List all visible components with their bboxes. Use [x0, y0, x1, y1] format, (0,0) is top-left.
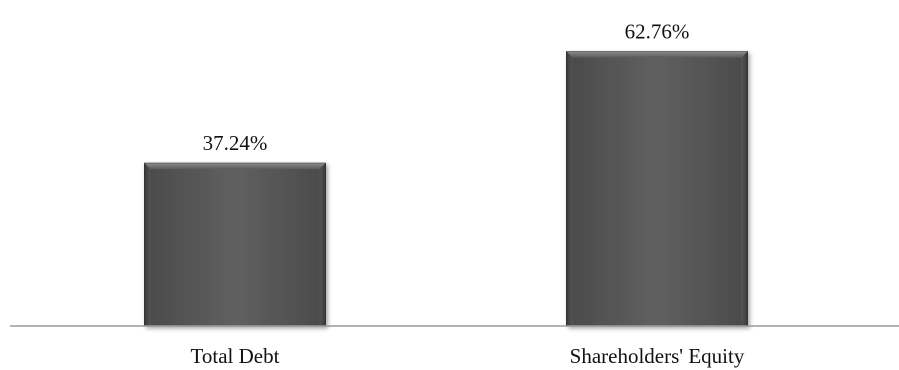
- category-label-2: Shareholders' Equity: [570, 344, 745, 368]
- data-label-2: 62.76%: [625, 20, 690, 44]
- category-label-1: Total Debt: [191, 344, 280, 368]
- bar-bevel-left: [566, 51, 573, 327]
- bar-body: [566, 51, 748, 327]
- bar-bevel-left: [144, 163, 151, 326]
- labels-layer: 37.24% Total Debt 62.76% Shareholders' Equi…: [191, 20, 745, 368]
- bar-2: [566, 51, 748, 327]
- bar-bevel-top: [144, 163, 326, 170]
- bar-bevel-right: [741, 51, 748, 327]
- bar-1: [144, 162, 326, 327]
- bar-bevel-right: [319, 163, 326, 326]
- data-label-1: 37.24%: [203, 131, 268, 155]
- bar-bevel-top: [566, 51, 748, 58]
- bars-layer: [144, 51, 748, 327]
- bar-body: [144, 162, 326, 327]
